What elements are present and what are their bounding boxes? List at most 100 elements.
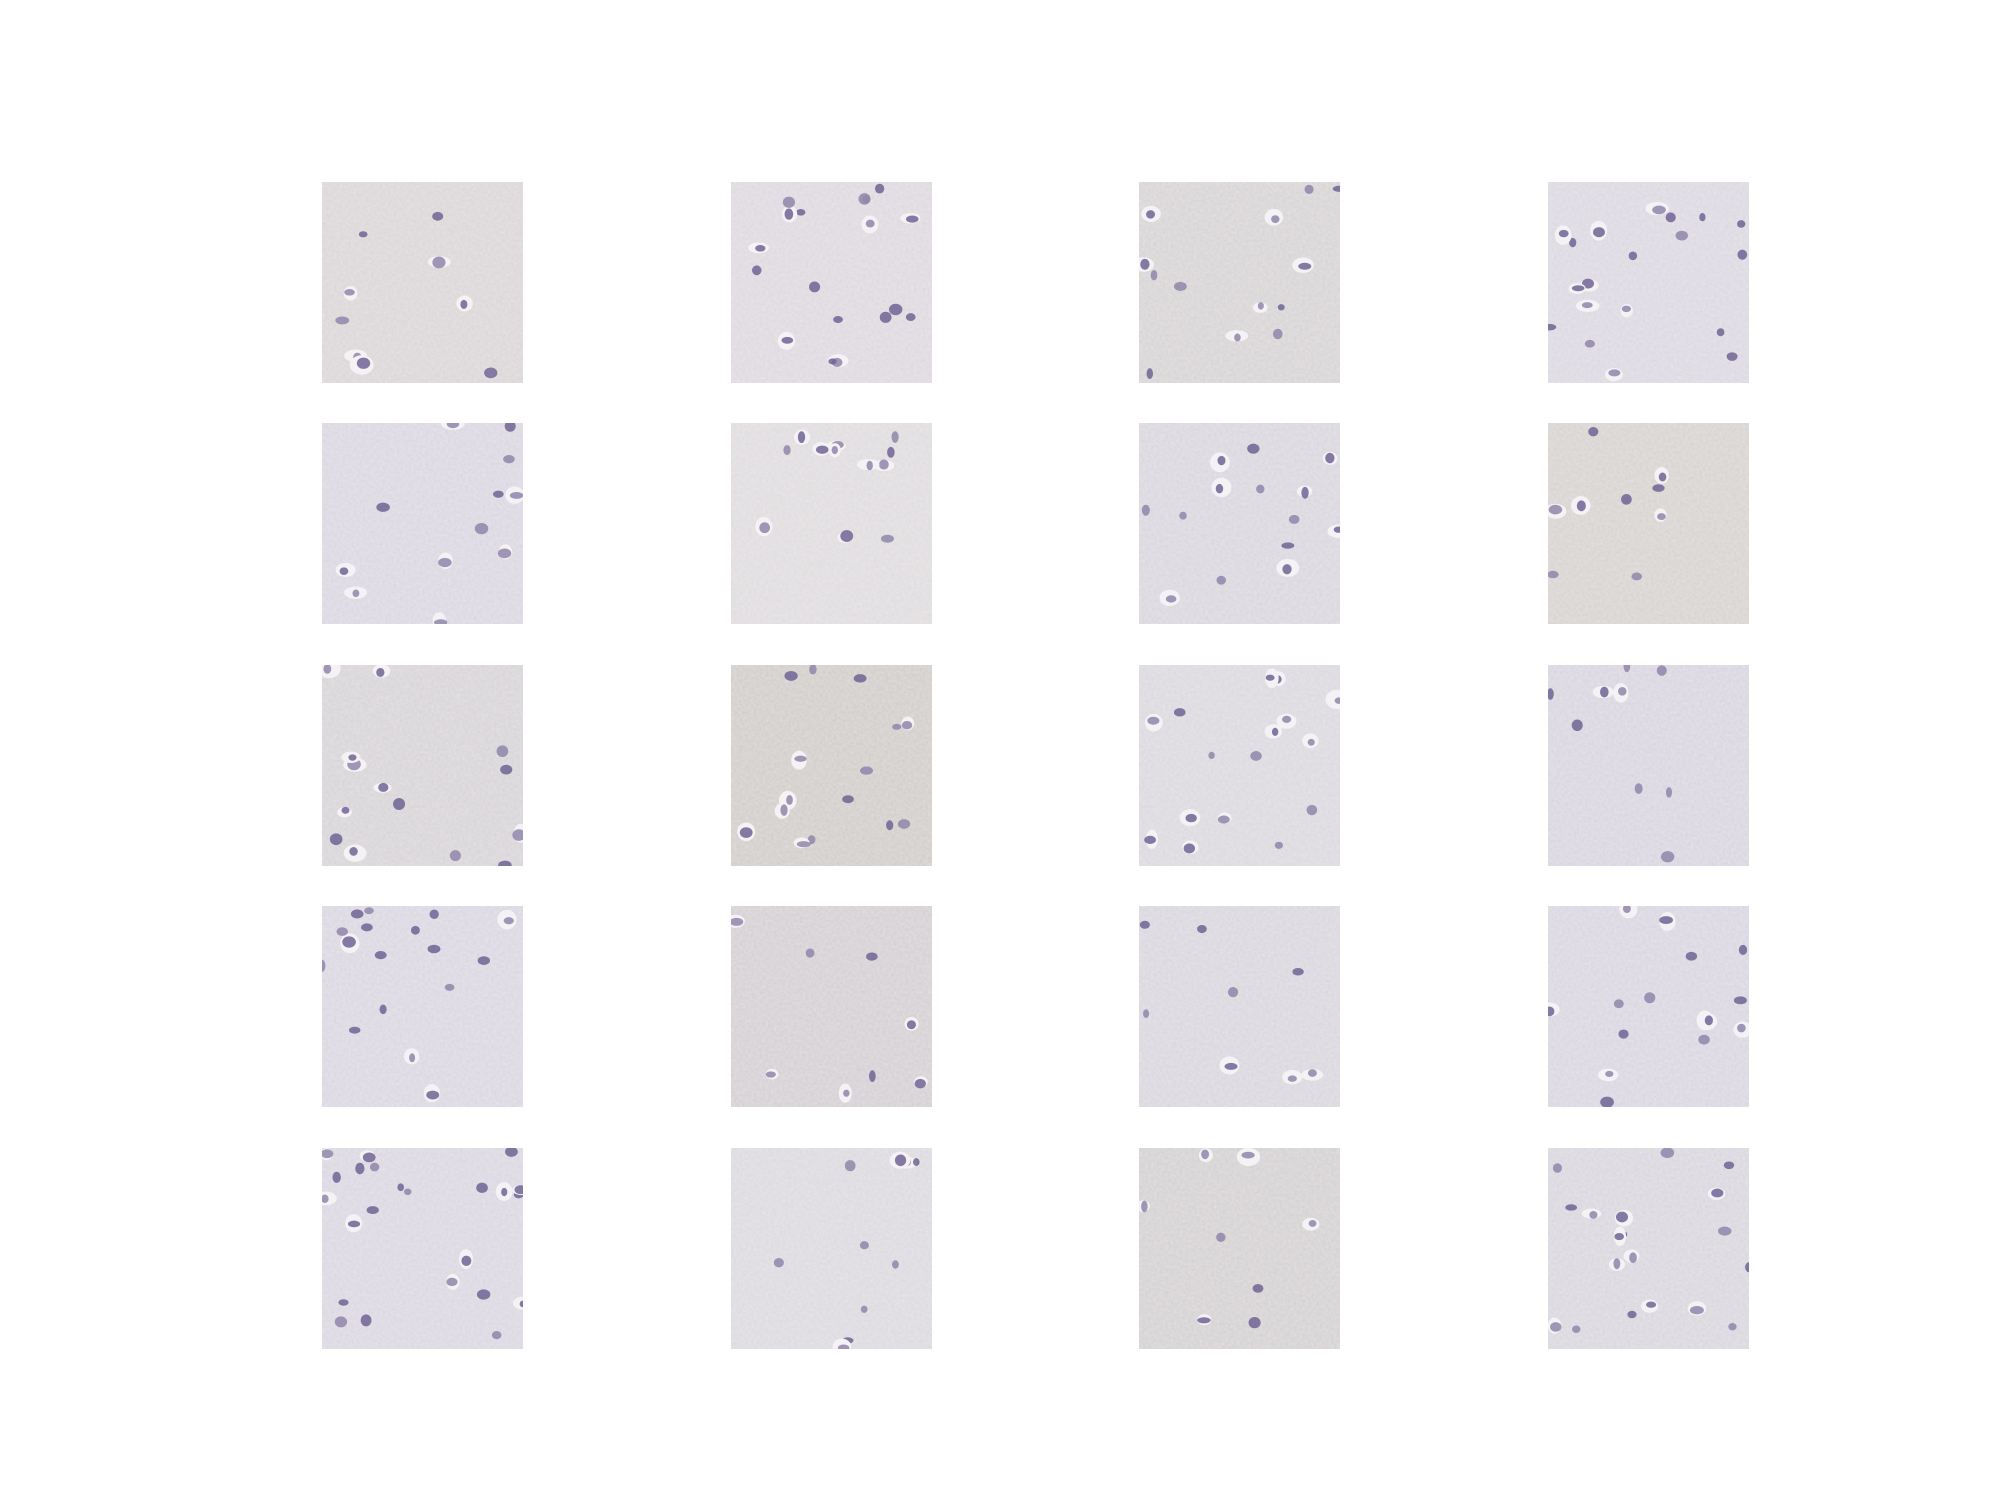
- tile-content: [731, 423, 932, 624]
- cell-nucleus: [1208, 751, 1215, 760]
- cell-nucleus: [1689, 1305, 1704, 1315]
- cell-nucleus: [906, 1020, 916, 1030]
- cell-nucleus: [807, 835, 816, 845]
- cell-nucleus: [1728, 1323, 1737, 1331]
- cell-nucleus: [739, 827, 753, 838]
- cell-nucleus: [1173, 708, 1186, 717]
- cell-nucleus: [866, 460, 873, 471]
- cell-nucleus: [496, 745, 509, 758]
- cell-nucleus: [1699, 213, 1706, 222]
- cell-nucleus: [1272, 328, 1283, 340]
- cell-nucleus: [498, 860, 512, 866]
- tile-content: [1548, 182, 1749, 383]
- cell-nucleus: [376, 502, 390, 512]
- cell-nucleus: [842, 795, 854, 804]
- cell-nucleus: [880, 534, 894, 543]
- tile-texture: [731, 665, 932, 866]
- cell-nucleus: [1629, 1252, 1637, 1264]
- cell-nucleus: [751, 265, 762, 276]
- image-tile: [322, 665, 523, 866]
- cell-nucleus: [853, 674, 867, 683]
- cell-nucleus: [1634, 783, 1643, 794]
- cell-nucleus: [1304, 184, 1314, 194]
- cell-nucleus: [1657, 513, 1666, 521]
- cell-nucleus: [505, 1148, 518, 1157]
- tile-texture: [731, 1148, 932, 1349]
- cell-nucleus: [1307, 1069, 1317, 1077]
- cell-nucleus: [773, 1257, 784, 1268]
- cell-nucleus: [1548, 1006, 1555, 1017]
- cell-nucleus: [1146, 368, 1154, 380]
- cell-nucleus: [362, 1152, 376, 1163]
- cell-nucleus: [1288, 514, 1300, 524]
- cell-nucleus: [1569, 237, 1577, 248]
- cell-nucleus: [1646, 1301, 1657, 1308]
- cell-nucleus: [759, 522, 771, 534]
- cell-nucleus: [501, 1187, 508, 1197]
- cell-nucleus: [356, 357, 371, 369]
- tile-content: [1139, 665, 1340, 866]
- cell-nucleus: [1548, 504, 1563, 515]
- tile-content: [1548, 665, 1749, 866]
- tile-content: [1548, 906, 1749, 1107]
- tile-texture: [731, 906, 932, 1107]
- cell-nucleus: [1571, 719, 1583, 732]
- cell-nucleus: [350, 909, 364, 919]
- image-tile: [1548, 665, 1749, 866]
- tile-content: [322, 906, 523, 1107]
- image-tile: [731, 906, 932, 1107]
- cell-nucleus: [1571, 285, 1585, 292]
- cell-nucleus: [828, 358, 837, 365]
- cell-nucleus: [409, 1053, 416, 1063]
- cell-nucleus: [503, 917, 514, 925]
- cell-nucleus: [484, 367, 498, 379]
- cell-nucleus: [1334, 697, 1340, 704]
- cell-nucleus: [322, 959, 326, 972]
- cell-nucleus: [366, 1206, 379, 1215]
- cell-nucleus: [1613, 999, 1624, 1009]
- tile-content: [731, 665, 932, 866]
- tile-texture: [1139, 1148, 1340, 1349]
- cell-nucleus: [914, 1078, 926, 1089]
- cell-nucleus: [1143, 1009, 1150, 1019]
- cell-nucleus: [901, 721, 913, 730]
- cell-nucleus: [1717, 1226, 1732, 1236]
- cell-nucleus: [449, 850, 461, 862]
- cell-nucleus: [765, 1071, 776, 1078]
- cell-nucleus: [1215, 483, 1224, 494]
- cell-nucleus: [1217, 815, 1230, 824]
- cell-nucleus: [403, 1188, 412, 1196]
- cell-nucleus: [1173, 281, 1187, 291]
- cell-nucleus: [322, 1149, 334, 1159]
- cell-nucleus: [491, 1331, 502, 1340]
- cell-nucleus: [1292, 967, 1304, 976]
- cell-nucleus: [1307, 738, 1315, 746]
- cell-nucleus: [912, 1158, 920, 1166]
- cell-nucleus: [1716, 328, 1725, 337]
- tile-texture: [1139, 182, 1340, 383]
- image-tile: [731, 182, 932, 383]
- cell-nucleus: [794, 755, 807, 762]
- cell-nucleus: [865, 219, 875, 228]
- cell-nucleus: [1660, 1148, 1675, 1159]
- tile-texture: [322, 182, 523, 383]
- cell-nucleus: [1274, 841, 1283, 849]
- tile-content: [1139, 1148, 1340, 1349]
- cell-nucleus: [1621, 493, 1632, 505]
- cell-nucleus: [1652, 484, 1665, 492]
- cell-nucleus: [784, 208, 794, 220]
- cell-nucleus: [344, 289, 355, 296]
- cell-nucleus: [1628, 251, 1638, 261]
- cell-nucleus: [1197, 924, 1207, 934]
- cell-nucleus: [1558, 229, 1569, 238]
- cell-nucleus: [1711, 1188, 1724, 1198]
- cell-nucleus: [503, 455, 515, 464]
- cell-nucleus: [1265, 674, 1275, 681]
- tile-texture: [1548, 1148, 1749, 1349]
- cell-nucleus: [844, 1160, 856, 1172]
- cell-nucleus: [341, 806, 350, 814]
- cell-nucleus: [1608, 369, 1621, 377]
- cell-nucleus: [1308, 1220, 1317, 1227]
- cell-nucleus: [840, 530, 854, 542]
- cell-nucleus: [1281, 542, 1295, 549]
